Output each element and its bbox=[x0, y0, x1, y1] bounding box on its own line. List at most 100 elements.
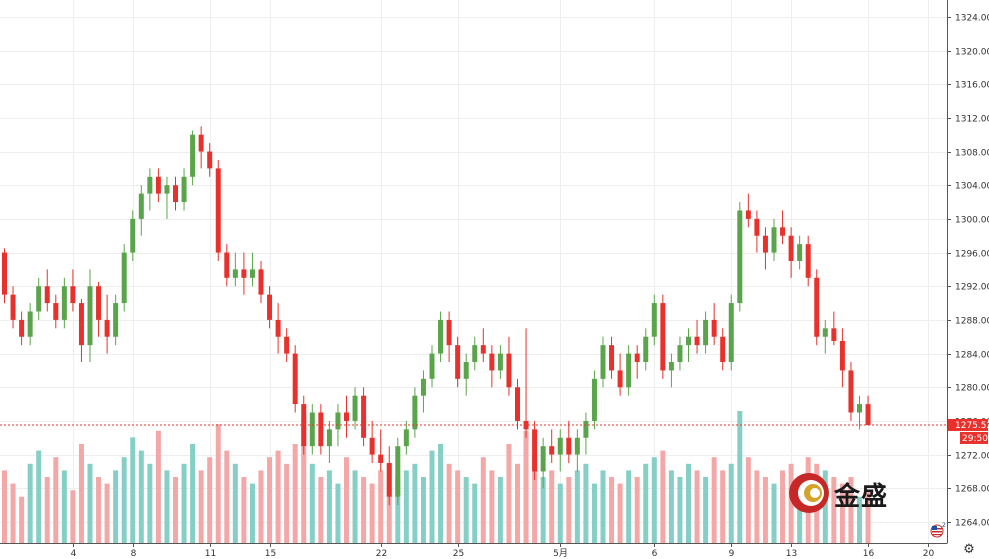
candle-body bbox=[600, 345, 606, 379]
gear-icon[interactable]: ⚙ bbox=[963, 542, 975, 557]
candle bbox=[660, 294, 666, 379]
volume-bar bbox=[241, 477, 247, 543]
candle-body bbox=[378, 454, 384, 464]
candle bbox=[694, 319, 700, 354]
volume-bar bbox=[352, 470, 358, 543]
candle bbox=[190, 130, 196, 186]
candle-body bbox=[540, 446, 546, 472]
candle bbox=[173, 176, 178, 211]
volume-bar bbox=[574, 470, 580, 543]
volume-bar bbox=[455, 470, 461, 543]
candle-body bbox=[352, 395, 358, 421]
volume-bar bbox=[130, 437, 136, 543]
volume-bar bbox=[583, 463, 589, 543]
candle bbox=[198, 126, 204, 169]
candle-body bbox=[301, 404, 307, 447]
candle-body bbox=[318, 412, 324, 447]
volume-bar bbox=[155, 430, 161, 543]
candle-body bbox=[865, 404, 871, 425]
candle bbox=[284, 328, 290, 362]
candle-body bbox=[446, 319, 452, 346]
candle-body bbox=[326, 429, 332, 447]
candle bbox=[164, 176, 170, 219]
volume-bar bbox=[198, 470, 204, 543]
candle bbox=[113, 294, 119, 346]
candle bbox=[155, 168, 161, 203]
candle-body bbox=[420, 378, 426, 396]
candle bbox=[249, 252, 255, 287]
candle bbox=[70, 269, 76, 312]
candle-body bbox=[130, 218, 136, 253]
y-tick-label: 1272.00 bbox=[955, 452, 989, 462]
volume-bar bbox=[634, 477, 640, 543]
candle bbox=[378, 429, 384, 472]
candle bbox=[36, 277, 42, 320]
candle bbox=[395, 437, 401, 506]
candle-body bbox=[335, 412, 341, 430]
volume-bar bbox=[446, 463, 452, 543]
volume-bar bbox=[104, 483, 110, 543]
candle-body bbox=[574, 437, 580, 455]
volume-bar bbox=[472, 483, 478, 543]
volume-bar bbox=[121, 457, 127, 543]
candle-body bbox=[275, 319, 281, 337]
x-tick-label: 9 bbox=[729, 549, 735, 559]
candle-body bbox=[87, 286, 93, 346]
candle bbox=[497, 345, 503, 379]
volume-bar bbox=[147, 463, 153, 543]
candle bbox=[292, 345, 298, 413]
volume-bar bbox=[754, 470, 760, 543]
candle bbox=[532, 420, 538, 480]
brand-logo: 金盛 bbox=[788, 472, 908, 516]
last-price-badge: 1275.52 bbox=[948, 418, 989, 431]
candle-body bbox=[805, 244, 811, 278]
candle-body bbox=[224, 252, 230, 278]
candle bbox=[686, 328, 691, 362]
candle bbox=[677, 336, 683, 371]
candle-body bbox=[53, 303, 59, 320]
volume-bar bbox=[780, 470, 786, 543]
candle bbox=[668, 353, 674, 388]
volume-bar bbox=[557, 483, 563, 543]
volume-bar bbox=[173, 477, 178, 543]
candle-body bbox=[412, 395, 418, 430]
volume-bar bbox=[788, 463, 794, 543]
volume-bar bbox=[600, 470, 606, 543]
candle bbox=[762, 227, 768, 270]
x-tick-label: 6 bbox=[652, 549, 658, 559]
candle bbox=[420, 370, 426, 413]
candle-body bbox=[104, 319, 110, 337]
volume-bar bbox=[728, 463, 734, 543]
candle-body bbox=[780, 227, 786, 236]
candle-body bbox=[515, 387, 520, 421]
candle-body bbox=[361, 395, 367, 438]
candle-body bbox=[677, 345, 683, 362]
volume-bar bbox=[745, 457, 751, 543]
x-axis-ticks: 4 8 11 15 22 25 5月 6 9 13 16 20 bbox=[71, 543, 934, 559]
volume-bar bbox=[480, 457, 486, 543]
candle-body bbox=[455, 345, 461, 379]
candle-body bbox=[198, 134, 204, 152]
candle bbox=[455, 336, 461, 388]
candle bbox=[361, 387, 367, 447]
volume-bar bbox=[215, 424, 221, 543]
volume-bar bbox=[395, 477, 401, 543]
volume-bar bbox=[711, 457, 717, 543]
volume-bar bbox=[677, 477, 683, 543]
volume-bar bbox=[318, 477, 324, 543]
candle bbox=[267, 286, 273, 329]
volume-bar bbox=[284, 463, 290, 543]
candle bbox=[848, 362, 854, 421]
candle bbox=[301, 395, 307, 455]
flag-icon[interactable]: 2 bbox=[930, 522, 946, 538]
volume-bar bbox=[249, 483, 255, 543]
volume-bar bbox=[540, 477, 546, 543]
candle-body bbox=[566, 437, 572, 455]
volume-bar bbox=[643, 463, 649, 543]
candle bbox=[309, 404, 315, 455]
volume-bar bbox=[839, 483, 845, 543]
candle-body bbox=[190, 134, 196, 177]
volume-bar bbox=[267, 457, 273, 543]
candle-body bbox=[215, 168, 221, 253]
volume-bar bbox=[771, 483, 777, 543]
